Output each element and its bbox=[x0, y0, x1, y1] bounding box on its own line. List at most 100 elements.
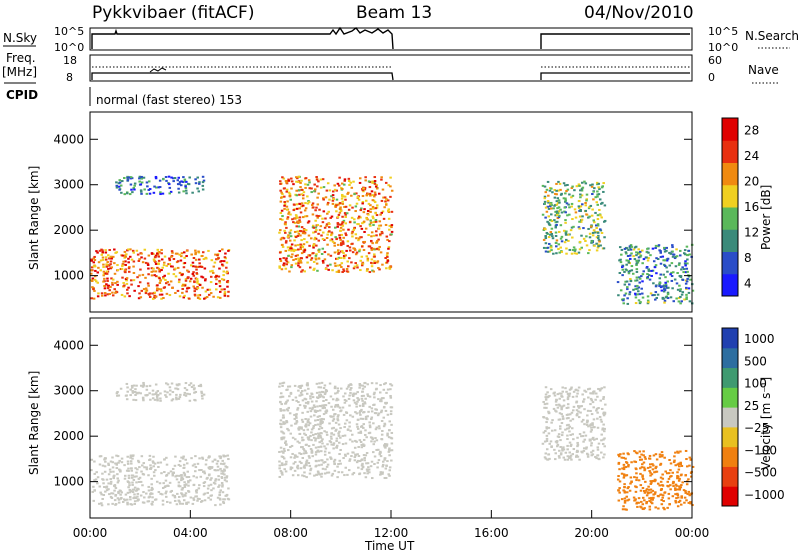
echo-cell bbox=[207, 496, 210, 499]
echo-cell bbox=[603, 204, 607, 207]
echo-cell bbox=[339, 209, 343, 212]
echo-cell bbox=[654, 244, 658, 247]
echo-cell bbox=[546, 200, 550, 203]
echo-cell bbox=[98, 463, 102, 466]
echo-cell bbox=[299, 385, 303, 388]
echo-cell bbox=[104, 457, 107, 460]
echo-cell bbox=[172, 177, 175, 180]
echo-cell bbox=[129, 279, 133, 282]
echo-cell bbox=[689, 493, 692, 496]
echo-cell bbox=[325, 410, 329, 413]
echo-cell bbox=[111, 466, 115, 469]
echo-cell bbox=[655, 470, 659, 473]
echo-cell bbox=[306, 261, 309, 264]
echo-cell bbox=[645, 266, 649, 269]
echo-cell bbox=[304, 418, 307, 421]
echo-cell bbox=[189, 496, 193, 499]
echo-cell bbox=[686, 277, 689, 280]
echo-cell bbox=[628, 291, 632, 294]
echo-cell bbox=[346, 240, 350, 243]
echo-cell bbox=[339, 242, 343, 245]
echo-cell bbox=[353, 221, 356, 224]
echo-cell bbox=[381, 465, 384, 468]
nave-label: Nave bbox=[748, 63, 779, 77]
echo-cell bbox=[130, 283, 133, 286]
echo-cell bbox=[153, 259, 156, 262]
echo-cell bbox=[222, 470, 225, 473]
echo-cell bbox=[163, 255, 167, 258]
echo-cell bbox=[646, 302, 650, 305]
echo-cell bbox=[683, 249, 687, 252]
echo-cell bbox=[349, 383, 353, 386]
echo-cell bbox=[294, 236, 298, 239]
echo-cell bbox=[377, 266, 380, 269]
echo-cell bbox=[361, 417, 365, 420]
echo-cell bbox=[671, 244, 674, 247]
echo-cell bbox=[293, 230, 297, 233]
echo-cell bbox=[216, 253, 220, 256]
echo-cell bbox=[164, 394, 167, 397]
echo-cell bbox=[303, 249, 307, 252]
echo-cell bbox=[333, 463, 336, 466]
echo-cell bbox=[632, 496, 636, 499]
echo-cell bbox=[635, 268, 639, 271]
echo-cell bbox=[131, 391, 135, 394]
echo-cell bbox=[93, 289, 96, 292]
echo-cell bbox=[584, 182, 588, 185]
echo-cell bbox=[105, 485, 109, 488]
echo-cell bbox=[342, 251, 345, 254]
echo-cell bbox=[641, 487, 645, 490]
echo-cell bbox=[184, 458, 187, 461]
echo-cell bbox=[654, 491, 657, 494]
echo-cell bbox=[281, 245, 285, 248]
freq-tick-top: 18 bbox=[63, 54, 77, 67]
echo-cell bbox=[628, 254, 632, 257]
echo-cell bbox=[635, 262, 638, 265]
echo-cell bbox=[361, 390, 364, 393]
echo-cell bbox=[658, 283, 661, 286]
echo-cell bbox=[633, 476, 636, 479]
echo-cell bbox=[634, 279, 637, 282]
echo-cell bbox=[315, 473, 319, 476]
echo-cell bbox=[318, 473, 321, 476]
echo-cell bbox=[579, 411, 582, 414]
echo-cell bbox=[597, 243, 600, 246]
echo-cell bbox=[158, 281, 162, 284]
echo-cell bbox=[128, 265, 131, 268]
echo-cell bbox=[184, 187, 188, 190]
echo-cell bbox=[344, 442, 348, 445]
echo-cell bbox=[664, 296, 668, 299]
echo-cell bbox=[300, 202, 304, 205]
echo-cell bbox=[387, 211, 391, 214]
echo-cell bbox=[314, 209, 317, 212]
echo-cell bbox=[316, 418, 320, 421]
echo-cell bbox=[651, 463, 654, 466]
echo-cell bbox=[321, 390, 324, 393]
echo-cell bbox=[357, 217, 360, 220]
echo-cell bbox=[302, 191, 306, 194]
echo-cell bbox=[389, 394, 392, 397]
echo-cell bbox=[680, 495, 683, 498]
echo-cell bbox=[101, 497, 104, 500]
echo-cell bbox=[670, 279, 674, 282]
echo-cell bbox=[683, 252, 686, 255]
echo-cell bbox=[326, 212, 329, 215]
echo-cell bbox=[686, 492, 689, 495]
echo-cell bbox=[278, 251, 282, 254]
echo-cell bbox=[93, 479, 96, 482]
echo-cell bbox=[383, 444, 386, 447]
echo-cell bbox=[154, 175, 158, 178]
echo-cell bbox=[685, 254, 689, 257]
colorbar-tick-label: 8 bbox=[744, 251, 752, 265]
echo-cell bbox=[589, 225, 593, 228]
echo-cell bbox=[347, 208, 351, 211]
echo-cell bbox=[557, 455, 561, 458]
echo-cell bbox=[630, 245, 633, 248]
echo-cell bbox=[183, 485, 187, 488]
echo-cell bbox=[582, 398, 586, 401]
echo-cell bbox=[386, 388, 390, 391]
echo-cell bbox=[337, 463, 340, 466]
echo-cell bbox=[681, 291, 685, 294]
echo-cell bbox=[314, 237, 318, 240]
echo-cell bbox=[304, 229, 308, 232]
